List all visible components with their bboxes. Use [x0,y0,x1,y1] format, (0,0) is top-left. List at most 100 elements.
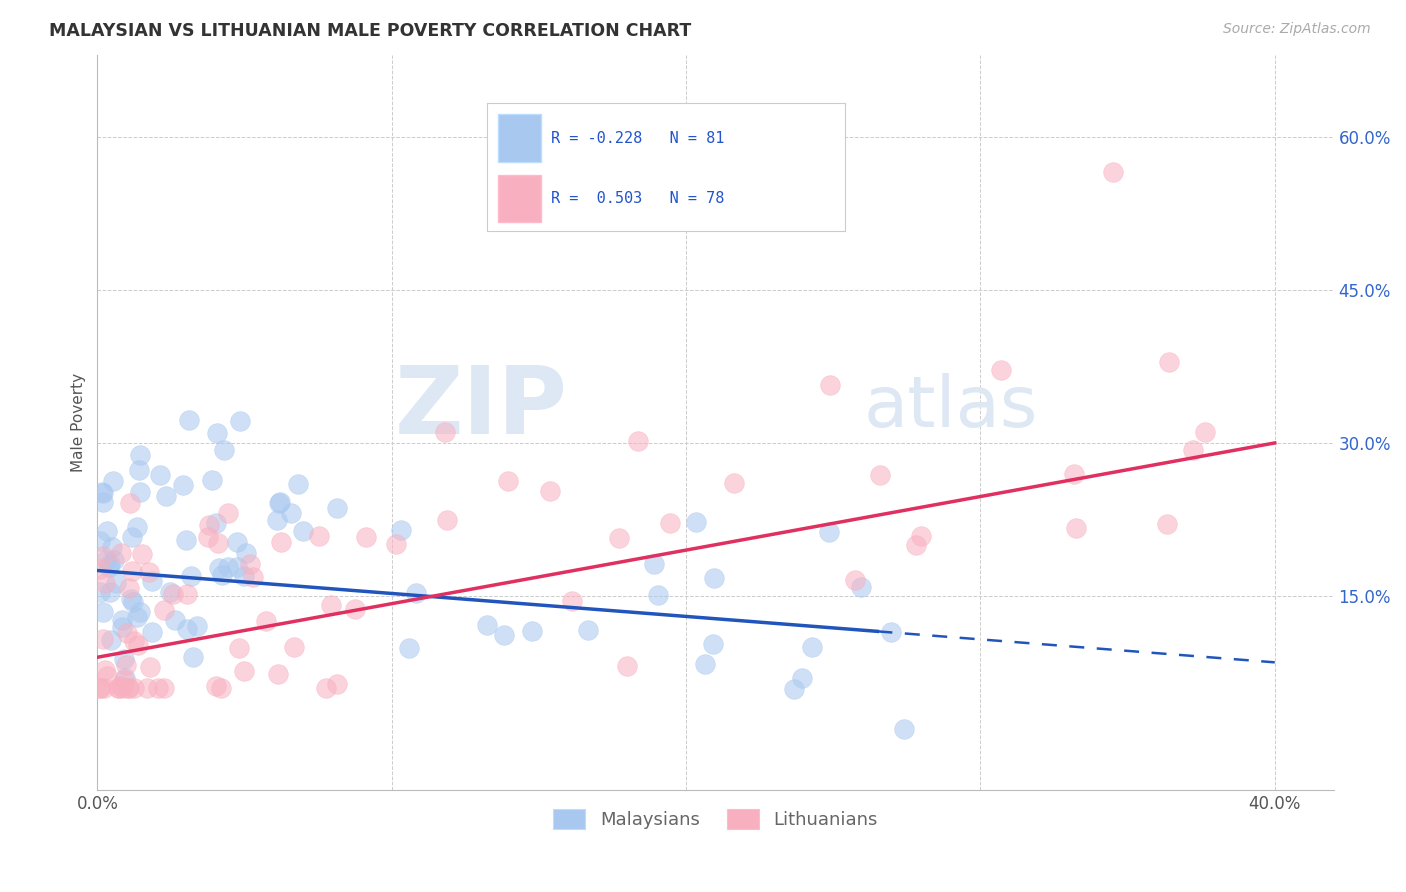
Point [643,557,665,571]
Point [148,681,170,695]
Point [990,363,1012,377]
Point [211,568,233,582]
Point [174,533,197,547]
Point [100,632,122,647]
Point [254,614,277,628]
Point [91,605,114,619]
Point [96,524,118,538]
Point [115,658,138,673]
Point [844,574,866,588]
Point [239,557,262,571]
Point [205,425,228,440]
Point [118,581,141,595]
Point [89,681,111,695]
Point [434,425,457,440]
Point [177,413,200,427]
Text: Source: ZipAtlas.com: Source: ZipAtlas.com [1223,22,1371,37]
Point [108,681,131,695]
Point [616,658,638,673]
Point [141,574,163,589]
Point [226,534,249,549]
Point [125,520,148,534]
Point [1063,467,1085,481]
Point [159,585,181,599]
Point [101,474,124,488]
Point [104,576,127,591]
Point [91,549,114,563]
Point [790,672,813,686]
Point [114,671,136,685]
Point [325,677,347,691]
Point [112,673,135,687]
Point [315,681,337,695]
Point [131,547,153,561]
Point [384,536,406,550]
Point [607,531,630,545]
Point [538,484,561,499]
Point [266,667,288,681]
Text: ZIP: ZIP [394,362,567,454]
Point [242,570,264,584]
Point [107,681,129,695]
Point [103,552,125,566]
Point [693,657,716,671]
Point [477,617,499,632]
Point [141,625,163,640]
Point [94,576,117,591]
Point [879,625,901,640]
Point [319,598,342,612]
Point [93,681,115,695]
Point [207,535,229,549]
Point [233,664,256,678]
Point [165,613,187,627]
Point [122,595,145,609]
Point [851,580,873,594]
Point [89,681,111,695]
Point [121,530,143,544]
Point [229,414,252,428]
Point [155,490,177,504]
Point [89,585,111,599]
Point [100,540,122,554]
Point [343,601,366,615]
Point [110,679,132,693]
Point [910,529,932,543]
Point [118,681,141,695]
Point [723,475,745,490]
Point [112,681,135,695]
Point [292,524,315,538]
Point [685,515,707,529]
Point [91,632,114,647]
Y-axis label: Male Poverty: Male Poverty [72,373,86,472]
Point [560,594,582,608]
Point [208,561,231,575]
Point [89,562,111,576]
Point [128,463,150,477]
Point [801,640,824,655]
Point [186,619,208,633]
Point [1181,443,1204,458]
Point [96,669,118,683]
Point [89,533,111,548]
Point [494,627,516,641]
Point [326,501,349,516]
Point [111,620,134,634]
Point [162,587,184,601]
Point [283,640,305,654]
Point [818,378,841,392]
Point [121,564,143,578]
Point [228,641,250,656]
Point [287,476,309,491]
Point [576,623,599,637]
Point [176,587,198,601]
Point [783,681,806,696]
Point [117,681,139,695]
Point [235,545,257,559]
Point [129,484,152,499]
Point [153,603,176,617]
Point [211,681,233,695]
Point [98,560,121,574]
Point [1159,355,1181,369]
Point [91,495,114,509]
Point [139,660,162,674]
